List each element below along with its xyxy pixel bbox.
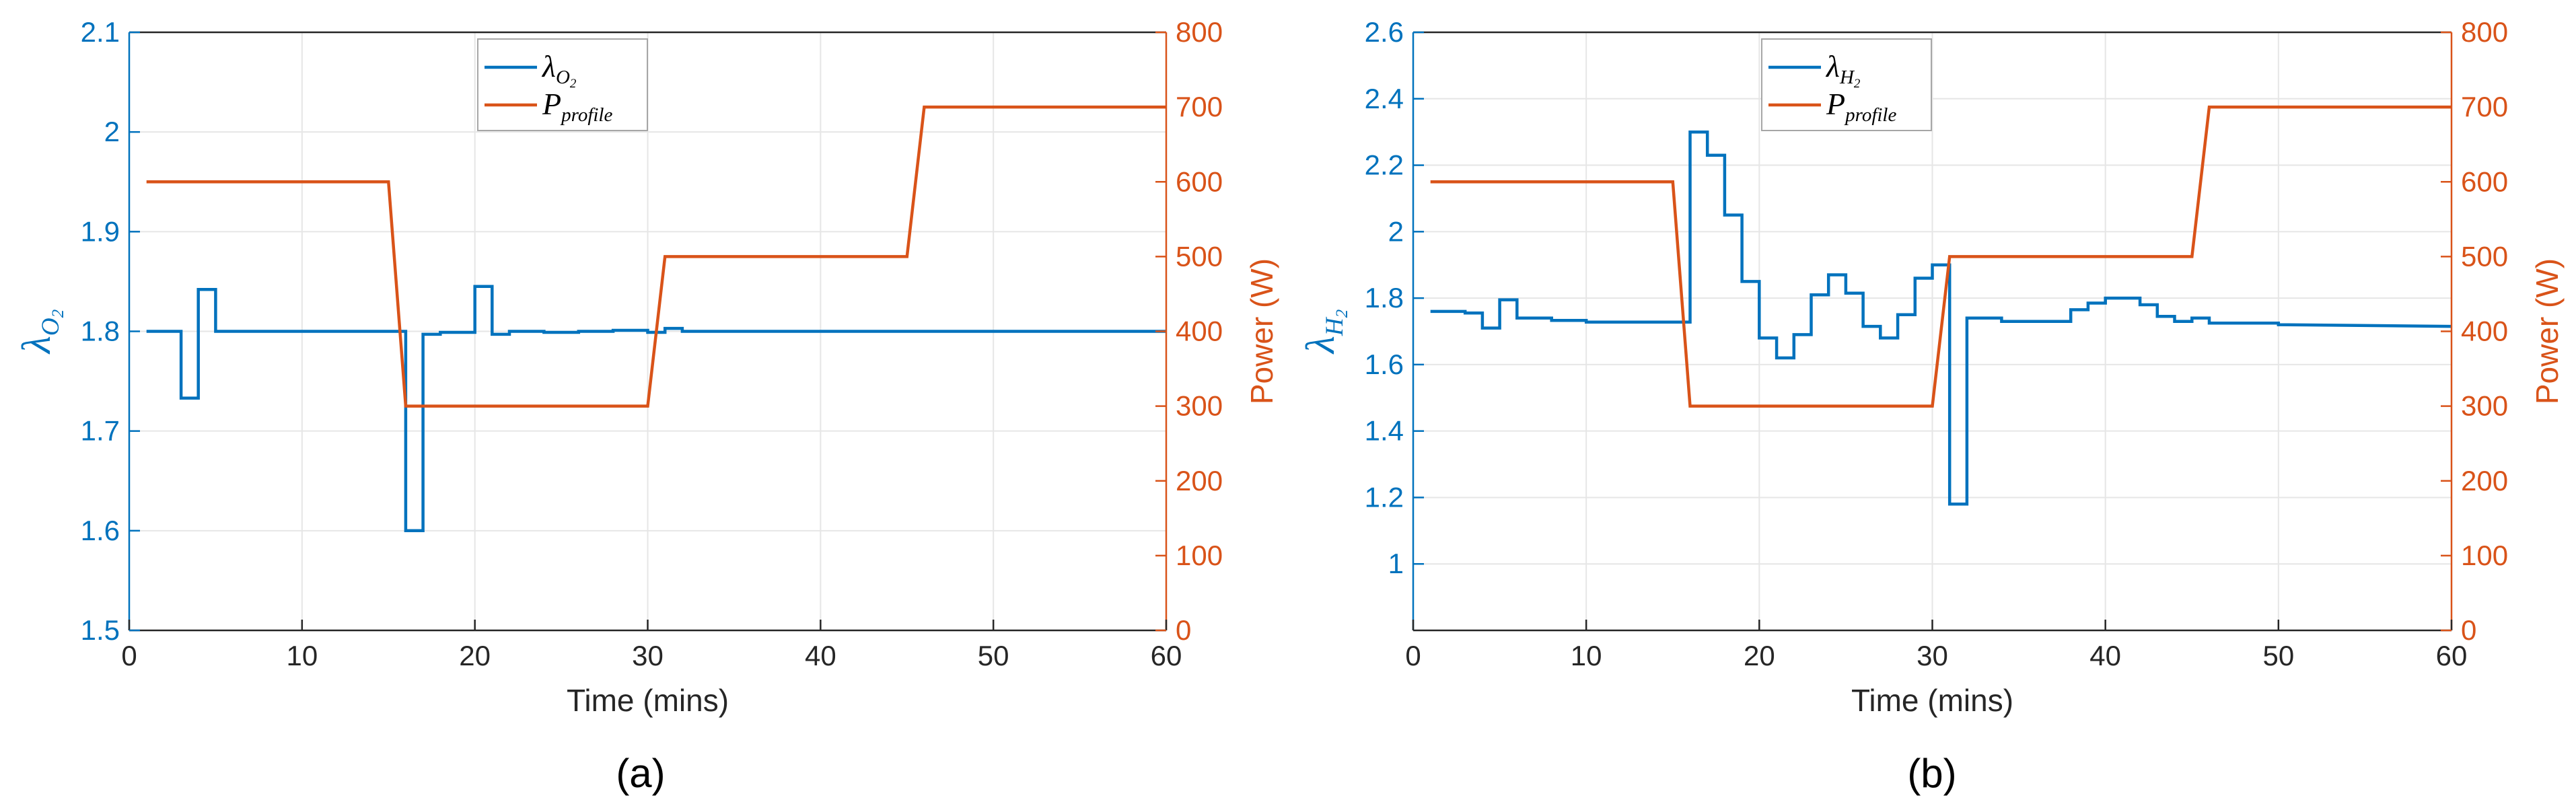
- chart-a: 0 10 20 30 40 50 60 1.5 1.6 1.7 1.8 1.9 2 2.1 0 100 200 3…: [14, 16, 1279, 796]
- y-tick-label-left: 2: [104, 116, 120, 147]
- y-tick-label-left: 1.9: [81, 215, 120, 247]
- y-tick-label-left: 2.1: [81, 16, 120, 48]
- x-tick-label: 50: [2262, 640, 2294, 671]
- y-tick-label-left: 2.2: [1365, 149, 1404, 181]
- series-line-lambda: [1430, 130, 2452, 506]
- y-tick-label-right: 500: [1176, 240, 1223, 272]
- y-tick-label-right: 0: [1176, 614, 1191, 646]
- left-y-axis-label: λO2: [14, 309, 67, 355]
- y-tick-label-left: 1.2: [1365, 481, 1404, 513]
- y-tick-label-right: 200: [1176, 465, 1223, 497]
- y-tick-label-left: 1.6: [81, 515, 120, 546]
- legend-box: [1761, 38, 1932, 131]
- legend-label-lambda: λO2: [541, 49, 577, 91]
- y-tick-label-right: 600: [2461, 166, 2508, 197]
- y-tick-label-right: 300: [1176, 390, 1223, 422]
- y-tick-label-right: 400: [1176, 316, 1223, 347]
- y-tick-label-left: 1.8: [81, 316, 120, 347]
- x-tick-label: 30: [1917, 640, 1948, 671]
- y-tick-label-left: 1.4: [1365, 415, 1404, 447]
- subfigure-caption: (b): [1907, 751, 1956, 796]
- y-tick-label-right: 400: [2461, 316, 2508, 347]
- x-tick-label: 60: [2436, 640, 2468, 671]
- legend-label-power: Pprofile: [542, 87, 612, 126]
- y-tick-label-right: 800: [1176, 16, 1223, 48]
- x-axis-label: Time (mins): [1851, 683, 2013, 718]
- y-tick-label-right: 300: [2461, 390, 2508, 422]
- x-tick-label: 40: [2089, 640, 2121, 671]
- x-tick-label: 10: [286, 640, 318, 671]
- x-tick-label: 0: [121, 640, 137, 671]
- y-tick-label-left: 1.7: [81, 415, 120, 447]
- series-line-power-profile: [146, 105, 1166, 408]
- legend-box: [477, 38, 648, 131]
- x-tick-label: 20: [1744, 640, 1775, 671]
- x-tick-label: 60: [1151, 640, 1182, 671]
- y-tick-label-left: 2.4: [1365, 83, 1404, 114]
- y-tick-label-right: 600: [1176, 166, 1223, 197]
- y-tick-label-right: 100: [1176, 540, 1223, 571]
- y-tick-label-left: 1: [1388, 548, 1404, 579]
- subfigure-caption: (a): [616, 751, 665, 796]
- chart-b: 0 10 20 30 40 50 60 1 1.2 1.4 1.6 1.8 2 2.2 2.4 2.6 0 100…: [1298, 16, 2565, 796]
- x-tick-label: 30: [632, 640, 664, 671]
- y-tick-label-left: 1.6: [1365, 348, 1404, 380]
- x-tick-label: 50: [978, 640, 1009, 671]
- x-tick-label: 10: [1571, 640, 1602, 671]
- y-tick-label-left: 2.6: [1365, 16, 1404, 48]
- y-tick-label-left: 2: [1388, 215, 1404, 247]
- legend-label-power: Pprofile: [1826, 87, 1896, 126]
- series-line-power-profile: [1430, 105, 2452, 408]
- legend-label-lambda: λH2: [1825, 49, 1861, 91]
- y-tick-label-right: 700: [2461, 91, 2508, 122]
- x-tick-label: 20: [459, 640, 491, 671]
- y-tick-label-right: 200: [2461, 465, 2508, 497]
- y-tick-label-right: 0: [2461, 614, 2476, 646]
- y-tick-label-right: 500: [2461, 240, 2508, 272]
- y-tick-label-right: 800: [2461, 16, 2508, 48]
- y-tick-label-right: 700: [1176, 91, 1223, 122]
- right-y-axis-label: Power (W): [2530, 258, 2565, 404]
- x-axis-label: Time (mins): [567, 683, 729, 718]
- right-y-axis-label: Power (W): [1244, 258, 1279, 404]
- x-tick-label: 0: [1405, 640, 1421, 671]
- x-tick-label: 40: [805, 640, 836, 671]
- series-line-lambda: [146, 285, 1166, 533]
- y-tick-label-left: 1.5: [81, 614, 120, 646]
- y-tick-label-right: 100: [2461, 540, 2508, 571]
- y-tick-label-left: 1.8: [1365, 282, 1404, 314]
- left-y-axis-label: λH2: [1298, 309, 1351, 355]
